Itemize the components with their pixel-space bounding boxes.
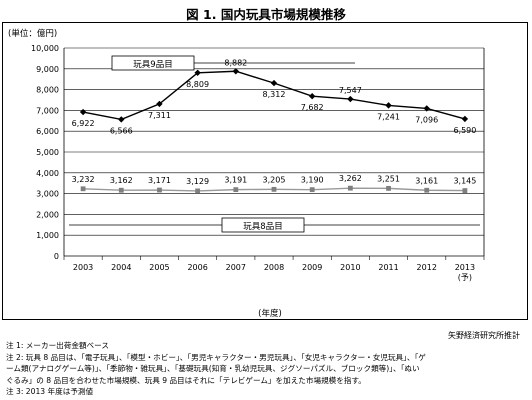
data-label-9: 6,922 <box>72 119 95 128</box>
y-tick-label: 2,000 <box>36 210 59 219</box>
data-label-8: 3,145 <box>453 177 476 186</box>
data-label-8: 3,162 <box>110 176 133 185</box>
data-label-8: 3,205 <box>263 175 286 184</box>
footnote-2a: 注 2: 玩具 8 品目は、「電子玩具」、「模型・ホビー」、「男児キャラクター・… <box>6 352 426 362</box>
point-8 <box>424 187 430 193</box>
data-label-9: 6,566 <box>110 126 133 135</box>
x-tick-label: 2011 <box>378 263 398 272</box>
chart-frame <box>2 22 528 320</box>
data-label-9: 7,241 <box>377 112 400 121</box>
legend-box-8: 玩具8品目 <box>69 217 480 233</box>
x-tick-label: 2006 <box>187 263 207 272</box>
x-tick-label: 2003 <box>73 263 93 272</box>
grid-lines <box>64 47 484 236</box>
data-label-8: 3,129 <box>186 177 209 186</box>
footnote-3: 注 3: 2013 年度は予測値 <box>6 387 94 397</box>
y-tick-label: 1,000 <box>36 231 59 240</box>
y-tick-label: 4,000 <box>36 169 59 178</box>
data-label-9: 8,809 <box>186 80 209 89</box>
x-tick-label: 2004 <box>111 263 131 272</box>
point-9 <box>385 102 392 109</box>
point-9 <box>118 116 125 123</box>
y-tick-label: 9,000 <box>36 65 59 74</box>
y-tick-label: 8,000 <box>36 86 59 95</box>
data-label-8: 3,262 <box>339 174 362 183</box>
footnotes: 注 1: メーカー出荷金額ベース 注 2: 玩具 8 品目は、「電子玩具」、「模… <box>6 340 526 398</box>
x-tick-label: 2012 <box>417 263 437 272</box>
data-label-8: 3,161 <box>415 176 438 185</box>
data-label-8: 3,171 <box>148 176 171 185</box>
point-9 <box>270 79 278 87</box>
point-9 <box>156 100 163 108</box>
point-8 <box>309 187 315 193</box>
point-8 <box>233 187 239 193</box>
y-tick-label: 7,000 <box>36 106 59 115</box>
legend-label-8: 玩具8品目 <box>243 222 282 232</box>
y-unit-label: (単位：億円) <box>8 28 57 39</box>
x-tick-sublabel: (予) <box>458 273 472 282</box>
data-label-8: 3,251 <box>377 174 400 183</box>
axes <box>63 48 485 260</box>
point-8 <box>157 187 162 193</box>
data-labels: 6,9226,5667,3118,8098,8828,3127,6827,547… <box>72 58 477 186</box>
x-tick-label: 2008 <box>264 263 284 272</box>
data-label-9: 7,311 <box>148 111 171 120</box>
line-chart: (単位：億円) 0 1,000 2,000 3,000 4,000 5,000 6,000 7… <box>8 28 485 319</box>
footnote-1: 注 1: メーカー出荷金額ベース <box>6 341 109 350</box>
figure-title: 図 1. 国内玩具市場規模推移 <box>186 7 346 22</box>
footnote-2b: ーム類(アナログゲーム等)」、「季節物・雑玩具」、「基礎玩具(知育・乳幼児玩具、… <box>6 364 420 374</box>
point-9 <box>347 95 354 103</box>
data-label-9: 8,312 <box>263 90 286 99</box>
y-tick-label: 10,000 <box>31 44 59 53</box>
x-tick-label: 2005 <box>149 263 169 272</box>
x-axis-title: (年度) <box>258 308 282 319</box>
point-8 <box>80 186 86 192</box>
y-tick-label: 6,000 <box>36 127 59 136</box>
y-tick-labels: 0 1,000 2,000 3,000 4,000 5,000 6,000 7,000 8,00… <box>31 44 59 261</box>
point-8 <box>195 188 201 194</box>
point-9 <box>232 68 240 75</box>
point-8 <box>347 185 353 191</box>
point-9 <box>308 93 316 100</box>
y-tick-label: 5,000 <box>36 148 59 157</box>
x-tick-label: 2010 <box>340 263 360 272</box>
point-8 <box>271 186 277 192</box>
data-label-8: 3,232 <box>72 175 95 184</box>
point-8 <box>462 188 468 193</box>
legend-label-9: 玩具9品目 <box>133 60 172 70</box>
series-group <box>79 68 469 194</box>
x-tick-labels: 2003 2004 2005 2006 2007 2008 2009 2010 2011 2012… <box>73 263 475 282</box>
source-credit: 矢野経済研究所推計 <box>448 331 520 340</box>
point-8 <box>386 185 391 191</box>
data-label-9: 7,682 <box>301 103 324 112</box>
data-label-8: 3,191 <box>224 176 247 185</box>
legend-box-9: 玩具9品目 <box>111 55 355 71</box>
x-tick-label: 2013 <box>455 263 475 272</box>
point-9 <box>79 108 87 116</box>
data-label-9: 6,590 <box>453 126 476 135</box>
y-tick-label: 0 <box>54 252 59 261</box>
footnote-2c: ぐるみ」の 8 品目を合わせた市場規模、玩具 9 品目はそれに「テレビゲーム」を… <box>6 375 366 385</box>
point-8 <box>118 187 124 193</box>
data-label-9: 7,096 <box>415 115 438 124</box>
x-tick-label: 2009 <box>302 263 322 272</box>
y-tick-label: 3,000 <box>36 190 59 199</box>
x-tick-label: 2007 <box>226 263 246 272</box>
point-9 <box>423 105 430 112</box>
point-9 <box>461 115 469 123</box>
data-label-9: 7,547 <box>339 86 362 95</box>
point-9 <box>194 69 201 76</box>
data-label-8: 3,190 <box>301 176 324 185</box>
